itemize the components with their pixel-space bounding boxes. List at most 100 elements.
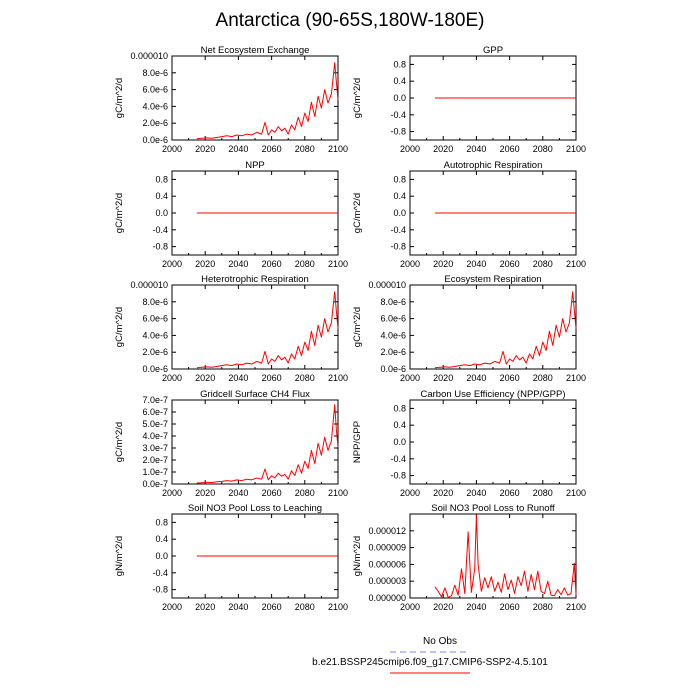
panel-6-ytick-label: 0.0e-6	[380, 364, 406, 374]
panel-6-xtick-label: 2060	[500, 373, 520, 383]
panel-2-xtick-label: 2020	[433, 144, 453, 154]
legend-obs-label: No Obs	[423, 636, 457, 647]
panel-9-ytick-label: 0.0	[155, 551, 168, 561]
panel-5-ytick-label: 8.0e-6	[142, 297, 168, 307]
panel-6-xtick-label: 2100	[566, 373, 586, 383]
panel-8-ytick-label: 0.0	[393, 437, 406, 447]
panel-1-series-line	[196, 62, 339, 140]
panel-5-ytick-label: 6.0e-6	[142, 314, 168, 324]
panel-2-xtick-label: 2000	[400, 144, 420, 154]
panel-5-ylabel: gC/m^2/d	[114, 307, 125, 347]
panel-2-ytick-label: -0.8	[390, 127, 406, 137]
panel-7-xtick-label: 2100	[328, 488, 348, 498]
panel-10-xtick-label: 2100	[566, 602, 586, 612]
panel-7-ytick-label: 4.0e-7	[142, 431, 168, 441]
panel-1-xtick-label: 2020	[195, 144, 215, 154]
panel-9-ytick-label: 0.4	[155, 534, 168, 544]
panel-2-xtick-label: 2060	[500, 144, 520, 154]
panel-1-ytick-label: 6.0e-6	[142, 85, 168, 95]
panel-1-ytick-label: 8.0e-6	[142, 68, 168, 78]
panel-2-xtick-label: 2100	[566, 144, 586, 154]
panel-10-series-line	[434, 514, 577, 598]
panel-10-ytick-label: 0.000000	[368, 593, 406, 603]
panel-2-ytick-label: -0.4	[390, 110, 406, 120]
panel-4-xtick-label: 2040	[466, 259, 486, 269]
panel-7-series-line	[196, 404, 339, 484]
panel-4-xtick-label: 2000	[400, 259, 420, 269]
panel-3-xtick-label: 2080	[295, 259, 315, 269]
panel-7-title: Gridcell Surface CH4 Flux	[200, 389, 310, 400]
panel-1-xtick-label: 2080	[295, 144, 315, 154]
panel-10-xtick-label: 2080	[533, 602, 553, 612]
panel-8-ytick-label: 0.4	[393, 420, 406, 430]
panel-8-xtick-label: 2020	[433, 488, 453, 498]
panel-7-ytick-label: 1.0e-7	[142, 467, 168, 477]
panel-4-xtick-label: 2100	[566, 259, 586, 269]
panel-10-ylabel: gN/m^2/d	[352, 536, 363, 576]
panel-9-xtick-label: 2020	[195, 602, 215, 612]
panel-8-xtick-label: 2080	[533, 488, 553, 498]
panel-1-ytick-label: 4.0e-6	[142, 101, 168, 111]
panel-6-ylabel: gC/m^2/d	[352, 307, 363, 347]
panel-10-title: Soil NO3 Pool Loss to Runoff	[431, 503, 555, 514]
panel-9-ytick-label: -0.4	[152, 568, 168, 578]
panel-9-xtick-label: 2060	[262, 602, 282, 612]
panel-4: Autotrophic Respiration gC/m^2/d 2000 2020 2…	[352, 160, 586, 269]
panel-2-title: GPP	[483, 45, 503, 56]
panel-2-xtick-label: 2040	[466, 144, 486, 154]
panel-6-xtick-label: 2040	[466, 373, 486, 383]
panel-1-ytick-label: 0.000010	[130, 51, 168, 61]
panel-5-frame	[171, 284, 339, 370]
panel-6-series-line	[434, 291, 577, 369]
panel-2: GPP gC/m^2/d 2000 2020 2040 2060 2080 2100 -0.8 -…	[352, 45, 586, 154]
panel-9-xtick-label: 2080	[295, 602, 315, 612]
panel-6-ytick-label: 0.000010	[368, 280, 406, 290]
panel-5-ytick-label: 2.0e-6	[142, 347, 168, 357]
panel-1-ytick-label: 0.0e-6	[142, 135, 168, 145]
panel-4-ytick-label: 0.0	[393, 208, 406, 218]
panel-5-xtick-label: 2100	[328, 373, 348, 383]
panel-10-ytick-label: 0.000006	[368, 559, 406, 569]
panel-6-ytick-label: 4.0e-6	[380, 330, 406, 340]
panel-5-ytick-label: 4.0e-6	[142, 330, 168, 340]
panel-1-title: Net Ecosystem Exchange	[201, 45, 310, 56]
panel-3-title: NPP	[245, 160, 265, 171]
panel-5-xtick-label: 2080	[295, 373, 315, 383]
panel-5-ytick-label: 0.0e-6	[142, 364, 168, 374]
panel-8-ytick-label: 0.8	[393, 403, 406, 413]
panel-4-ytick-label: 0.4	[393, 191, 406, 201]
panel-9-title: Soil NO3 Pool Loss to Leaching	[188, 503, 322, 514]
panel-8-xtick-label: 2100	[566, 488, 586, 498]
panel-9-ytick-label: 0.8	[155, 517, 168, 527]
panel-7-xtick-label: 2000	[162, 488, 182, 498]
panel-4-ytick-label: -0.8	[390, 242, 406, 252]
panel-8-xtick-label: 2060	[500, 488, 520, 498]
panel-6-xtick-label: 2000	[400, 373, 420, 383]
panel-3-xtick-label: 2020	[195, 259, 215, 269]
panel-5-series-line	[196, 291, 339, 369]
panel-7-ytick-label: 7.0e-7	[142, 395, 168, 405]
panel-9-xtick-label: 2000	[162, 602, 182, 612]
panel-4-xtick-label: 2080	[533, 259, 553, 269]
panel-3-xtick-label: 2000	[162, 259, 182, 269]
panel-3-xtick-label: 2040	[228, 259, 248, 269]
panel-5-xtick-label: 2060	[262, 373, 282, 383]
panel-1-xtick-label: 2060	[262, 144, 282, 154]
panel-10-xtick-label: 2000	[400, 602, 420, 612]
panel-3-ytick-label: 0.4	[155, 191, 168, 201]
panel-10-ytick-label: 0.000003	[368, 576, 406, 586]
panel-7-xtick-label: 2060	[262, 488, 282, 498]
panel-4-ytick-label: -0.4	[390, 225, 406, 235]
panel-9: Soil NO3 Pool Loss to Leaching gN/m^2/d 20…	[114, 503, 348, 612]
panel-1-frame	[171, 55, 339, 141]
panel-3-xtick-label: 2100	[328, 259, 348, 269]
panel-7-ytick-label: 5.0e-7	[142, 419, 168, 429]
panel-6-frame	[409, 284, 577, 370]
panel-6-title: Ecosystem Respiration	[444, 274, 541, 285]
panel-4-xtick-label: 2020	[433, 259, 453, 269]
legend-run-label: b.e21.BSSP245cmip6.f09_g17.CMIP6-SSP2-4.…	[312, 657, 548, 668]
panel-8-frame	[409, 399, 577, 485]
panel-3-ytick-label: 0.0	[155, 208, 168, 218]
panel-6-xtick-label: 2080	[533, 373, 553, 383]
panel-7-ytick-label: 3.0e-7	[142, 443, 168, 453]
